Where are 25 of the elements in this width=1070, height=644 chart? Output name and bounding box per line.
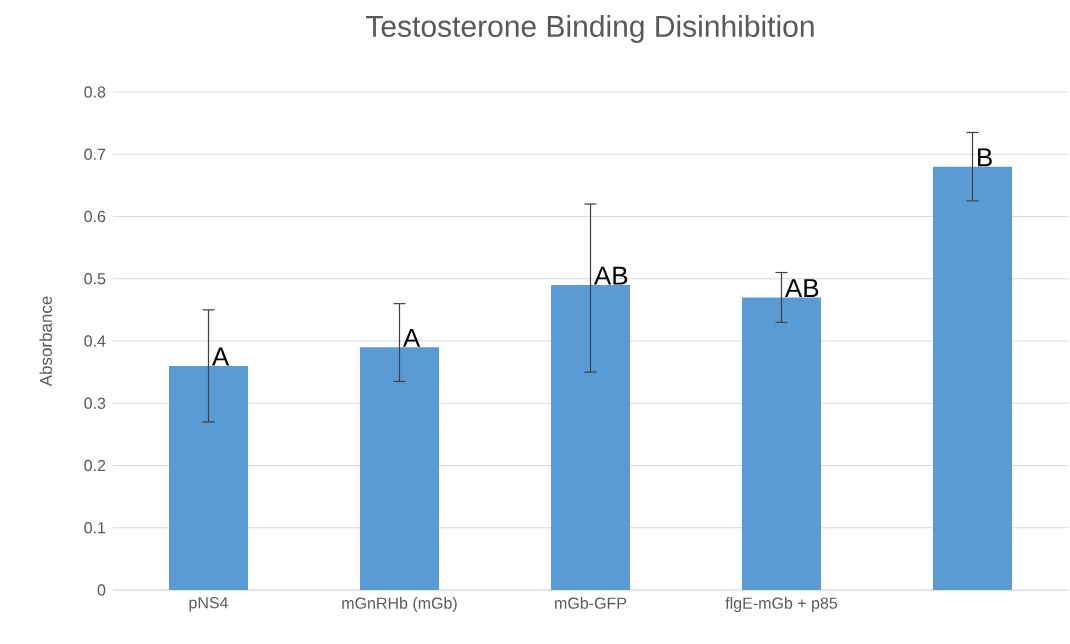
y-tick-label: 0.6 bbox=[84, 210, 106, 223]
y-tick-label: 0.8 bbox=[84, 86, 106, 98]
x-tick-label: mGnRHb (mGb) bbox=[342, 597, 457, 612]
bar bbox=[360, 347, 439, 590]
y-tick-label: 0.1 bbox=[84, 522, 106, 534]
y-axis-title: Absorbance bbox=[39, 296, 52, 387]
chart-title: Testosterone Binding Disinhibition bbox=[366, 14, 814, 43]
y-tick-label: 0.2 bbox=[84, 459, 106, 472]
bar bbox=[742, 297, 821, 590]
annotation: A bbox=[402, 328, 421, 347]
annotation: AB bbox=[784, 279, 819, 298]
annotation: A bbox=[211, 347, 230, 366]
x-tick-label: mGb-GFP bbox=[555, 597, 627, 609]
y-tick-label: 0.5 bbox=[84, 273, 106, 285]
y-tick-label: 0.7 bbox=[84, 148, 106, 160]
x-tick-label: pNS4 bbox=[189, 597, 229, 612]
annotation: B bbox=[978, 148, 992, 167]
x-tick-label: flgE-mGb + p85 bbox=[725, 597, 838, 612]
bar bbox=[169, 365, 248, 590]
annotation: AB bbox=[593, 266, 628, 285]
y-tick-label: 0.4 bbox=[84, 335, 106, 347]
y-tick-label: 0.3 bbox=[84, 397, 106, 409]
bar bbox=[551, 284, 630, 590]
bar bbox=[933, 166, 1012, 590]
y-tick-label: 0 bbox=[97, 584, 106, 596]
